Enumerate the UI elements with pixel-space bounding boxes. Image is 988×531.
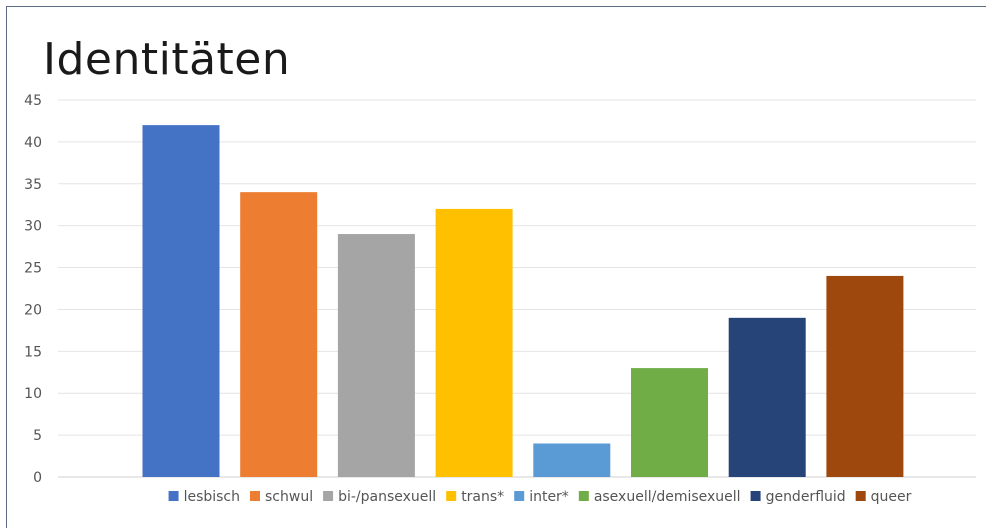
- legend-label: schwul: [265, 489, 313, 505]
- bar-trans: [435, 208, 513, 477]
- bar-genderfluid: [728, 317, 806, 477]
- legend-label: genderfluid: [766, 489, 846, 505]
- legend-swatch: [323, 491, 334, 501]
- bar-lesbisch: [142, 125, 220, 477]
- legend-item: trans*: [446, 489, 504, 505]
- legend: lesbisch schwul bi-/pansexuell trans* inter*…: [168, 489, 912, 505]
- bars: [142, 125, 904, 477]
- chart-title: Identitäten: [43, 34, 291, 85]
- legend-swatch: [514, 491, 525, 501]
- y-axis-ticks: 0 5 10 15 20 25 30 35 40 45: [24, 93, 42, 486]
- legend-item: genderfluid: [750, 489, 846, 505]
- legend-item: inter*: [514, 489, 569, 505]
- y-tick-label: 20: [24, 302, 42, 318]
- legend-item: queer: [855, 489, 912, 505]
- legend-item: lesbisch: [168, 489, 240, 505]
- y-tick-label: 0: [33, 470, 42, 486]
- y-tick-label: 40: [24, 135, 42, 151]
- legend-label: bi-/pansexuell: [338, 489, 436, 505]
- legend-label: queer: [871, 489, 912, 505]
- y-tick-label: 10: [24, 386, 42, 402]
- legend-item: asexuell/demisexuell: [578, 489, 741, 505]
- legend-item: schwul: [250, 489, 313, 505]
- legend-label: asexuell/demisexuell: [594, 489, 741, 505]
- slide-frame: [6, 6, 986, 528]
- legend-swatch: [446, 491, 457, 501]
- legend-swatch: [250, 491, 261, 501]
- legend-label: inter*: [529, 489, 569, 505]
- legend-label: trans*: [461, 489, 504, 505]
- bar-asexuell-demisexuell: [631, 368, 708, 477]
- y-tick-label: 35: [24, 177, 42, 193]
- bar-bi-pansexuell: [337, 234, 415, 477]
- legend-swatch: [855, 491, 866, 501]
- y-tick-label: 30: [24, 219, 42, 235]
- y-tick-label: 5: [33, 428, 42, 444]
- legend-swatch: [578, 491, 589, 501]
- legend-label: lesbisch: [184, 489, 240, 505]
- y-tick-label: 25: [24, 261, 42, 277]
- bar-queer: [826, 275, 904, 477]
- y-tick-label: 45: [24, 93, 42, 109]
- y-tick-label: 15: [24, 344, 42, 360]
- legend-item: bi-/pansexuell: [323, 489, 436, 505]
- legend-swatch: [168, 491, 179, 501]
- bar-inter: [533, 443, 611, 477]
- bar-schwul: [240, 192, 318, 477]
- legend-swatch: [750, 491, 761, 501]
